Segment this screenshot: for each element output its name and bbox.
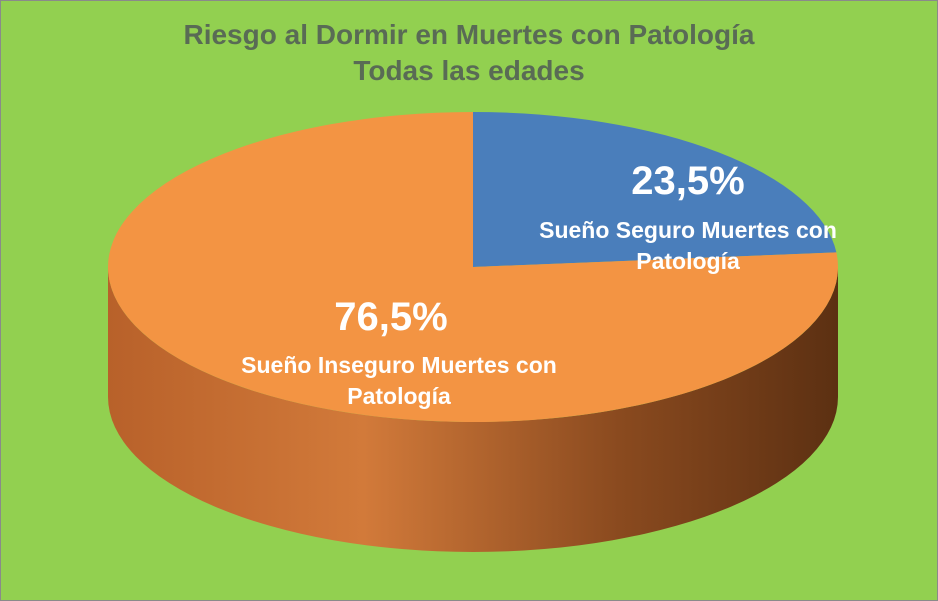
category-label: Sueño Inseguro Muertes con Patología <box>241 351 557 409</box>
chart-title: Riesgo al Dormir en Muertes con Patologí… <box>183 19 755 50</box>
data-label: 23,5% <box>631 159 745 203</box>
chart-subtitle: Todas las edades <box>353 55 585 86</box>
data-label: 76,5% <box>334 295 448 339</box>
category-label: Sueño Seguro Muertes con Patología <box>539 216 837 274</box>
pie-slice <box>473 112 837 267</box>
pie-side <box>108 267 838 552</box>
pie-slice <box>108 112 838 422</box>
